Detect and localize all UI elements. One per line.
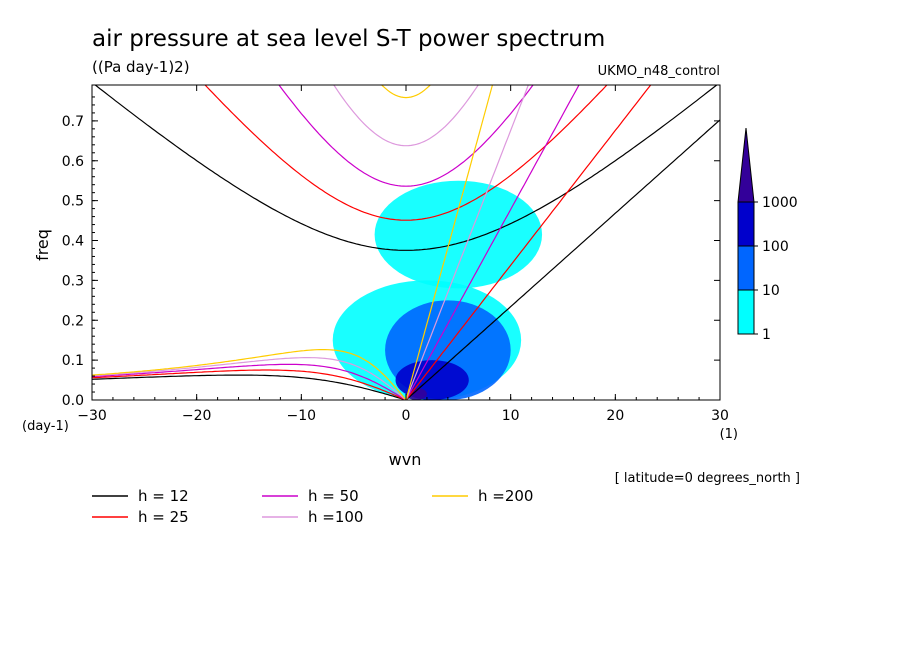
x-axis-unit: (1) xyxy=(720,427,738,442)
y-tick-label: 0.4 xyxy=(62,234,84,250)
dispersion-curve xyxy=(92,369,407,400)
x-tick-label: −20 xyxy=(182,408,212,424)
y-tick-label: 0.1 xyxy=(62,353,84,369)
dispersion-curve xyxy=(92,363,407,400)
power-region xyxy=(374,180,543,289)
y-axis-label: freq xyxy=(33,229,52,261)
source-label: UKMO_n48_control xyxy=(598,64,720,79)
y-tick-label: 0.6 xyxy=(62,154,84,170)
dispersion-curve xyxy=(204,85,608,221)
y-tick-label: 0.5 xyxy=(62,194,84,210)
x-axis: −30 −20 −10 0 10 20 30 xyxy=(77,85,729,424)
dispersion-curve xyxy=(405,85,529,400)
dispersion-curve xyxy=(92,357,407,400)
legend-label: h = 25 xyxy=(138,508,189,526)
latitude-note: [ latitude=0 degrees_north ] xyxy=(615,471,800,486)
x-tick-label: 10 xyxy=(502,408,520,424)
dispersion-curve xyxy=(92,374,407,400)
legend-label: h = 12 xyxy=(138,487,189,505)
colorbar: 1 10 100 1000 xyxy=(737,127,798,343)
legend: h = 12 h = 25 h = 50 h =100 h =200 xyxy=(92,487,533,526)
x-tick-label: 30 xyxy=(711,408,729,424)
y-tick-label: 0.7 xyxy=(62,114,84,130)
dispersion-curve xyxy=(405,119,720,400)
chart-title: air pressure at sea level S-T power spec… xyxy=(92,26,605,52)
dispersion-curve xyxy=(278,85,534,187)
colorbar-label: 1 xyxy=(762,327,771,343)
dispersion-curve xyxy=(333,85,479,147)
dispersion-curves xyxy=(92,85,720,400)
y-axis-unit: (day-1) xyxy=(22,419,69,434)
dispersion-curve xyxy=(380,85,432,99)
dispersion-curve xyxy=(405,85,494,400)
dispersion-curve xyxy=(94,85,718,251)
power-contours xyxy=(332,180,543,400)
colorbar-arrow xyxy=(737,127,755,203)
dispersion-curve xyxy=(92,349,407,400)
x-axis-label: wvn xyxy=(389,450,422,469)
legend-label: h =200 xyxy=(478,487,533,505)
colorbar-segment xyxy=(737,201,755,247)
y-tick-label: 0.0 xyxy=(62,393,84,409)
colorbar-segment xyxy=(737,289,755,335)
x-tick-label: 20 xyxy=(606,408,624,424)
x-tick-label: −10 xyxy=(287,408,317,424)
legend-label: h = 50 xyxy=(308,487,359,505)
x-tick-label: −30 xyxy=(77,408,107,424)
colorbar-segment xyxy=(737,245,755,291)
y-tick-label: 0.3 xyxy=(62,273,84,289)
y-axis: 0.0 0.1 0.2 0.3 0.4 0.5 0.6 0.7 xyxy=(62,96,720,409)
colorbar-label: 100 xyxy=(762,239,789,255)
y-tick-label: 0.2 xyxy=(62,313,84,329)
legend-label: h =100 xyxy=(308,508,363,526)
x-tick-label: 0 xyxy=(402,408,411,424)
chart-units: ((Pa day-1)2) xyxy=(92,58,190,76)
colorbar-label: 1000 xyxy=(762,195,798,211)
colorbar-label: 10 xyxy=(762,283,780,299)
dispersion-curve xyxy=(405,85,652,400)
dispersion-curve xyxy=(405,85,580,400)
